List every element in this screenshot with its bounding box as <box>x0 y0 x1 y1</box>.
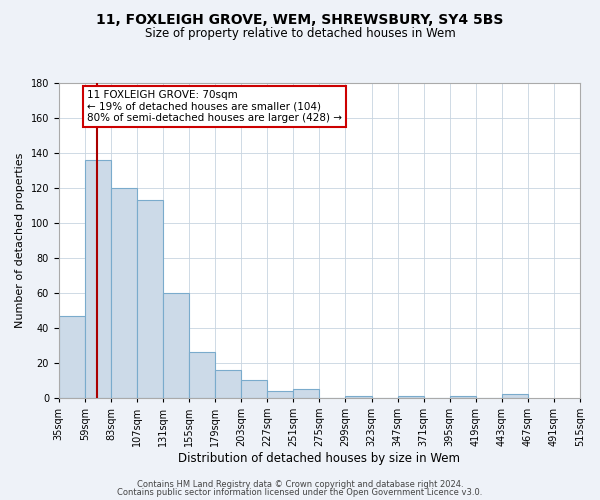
Bar <box>241 380 267 398</box>
X-axis label: Distribution of detached houses by size in Wem: Distribution of detached houses by size … <box>178 452 460 465</box>
Bar <box>215 370 241 398</box>
Bar <box>85 160 111 398</box>
Bar <box>502 394 528 398</box>
Bar <box>398 396 424 398</box>
Bar <box>293 389 319 398</box>
Bar <box>449 396 476 398</box>
Text: 11, FOXLEIGH GROVE, WEM, SHREWSBURY, SY4 5BS: 11, FOXLEIGH GROVE, WEM, SHREWSBURY, SY4… <box>97 12 503 26</box>
Bar <box>346 396 371 398</box>
Bar <box>163 293 189 398</box>
Text: 11 FOXLEIGH GROVE: 70sqm
← 19% of detached houses are smaller (104)
80% of semi-: 11 FOXLEIGH GROVE: 70sqm ← 19% of detach… <box>87 90 342 123</box>
Bar <box>267 391 293 398</box>
Text: Contains public sector information licensed under the Open Government Licence v3: Contains public sector information licen… <box>118 488 482 497</box>
Bar <box>59 316 85 398</box>
Text: Size of property relative to detached houses in Wem: Size of property relative to detached ho… <box>145 28 455 40</box>
Bar <box>189 352 215 398</box>
Y-axis label: Number of detached properties: Number of detached properties <box>15 153 25 328</box>
Bar <box>137 200 163 398</box>
Text: Contains HM Land Registry data © Crown copyright and database right 2024.: Contains HM Land Registry data © Crown c… <box>137 480 463 489</box>
Bar <box>111 188 137 398</box>
